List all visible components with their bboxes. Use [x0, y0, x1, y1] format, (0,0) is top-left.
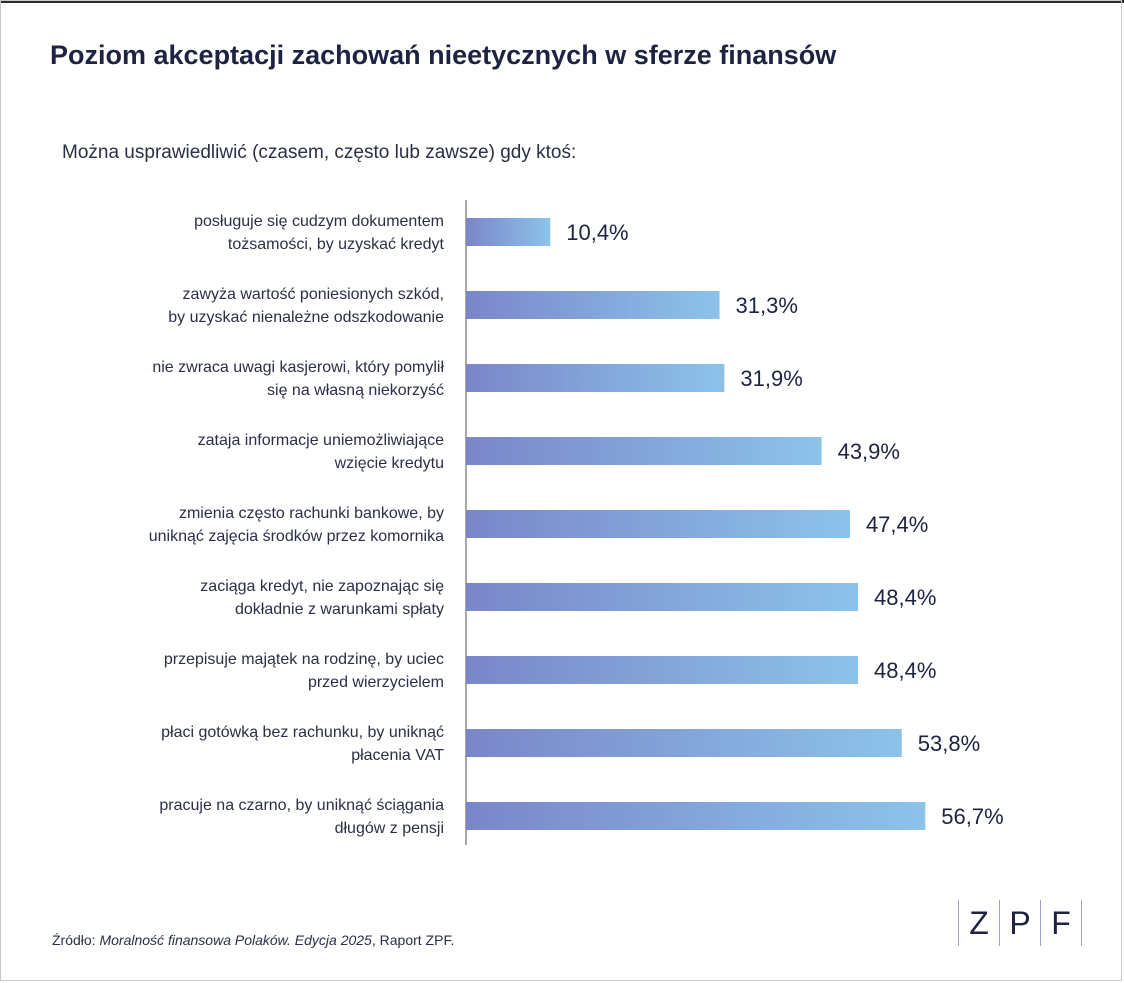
source-prefix: Źródło: [52, 932, 100, 948]
bar-2 [466, 291, 720, 319]
category-label-5-line-2: uniknąć zajęcia środków przez komornika [149, 528, 444, 545]
value-label-8: 53,8% [918, 731, 980, 756]
bar-chart: 10,4% posługuje się cudzym dokumentem tożs… [149, 200, 1004, 845]
logo-separator [999, 900, 1000, 946]
value-label-9: 56,7% [941, 804, 1003, 829]
bar-5 [466, 510, 850, 538]
value-label-5: 47,4% [866, 512, 928, 537]
logo-letter-p: P [1009, 904, 1031, 941]
bar-8 [466, 729, 902, 757]
bar-7 [466, 656, 859, 684]
zpf-logo: Z P F [958, 900, 1082, 946]
category-label-8-line-2: płacenia VAT [351, 747, 444, 764]
value-label-2: 31,3% [736, 293, 798, 318]
bar-4 [466, 437, 822, 465]
source-note: Źródło: Moralność finansowa Polaków. Edy… [52, 932, 454, 948]
category-label-1-line-1: posługuje się cudzym dokumentem [194, 213, 444, 230]
bar-1 [466, 218, 551, 246]
frame-top-border [0, 0, 1124, 3]
category-label-7-line-1: przepisuje majątek na rodzinę, by uciec [164, 651, 444, 668]
category-label-5-line-1: zmienia często rachunki bankowe, by [179, 505, 444, 522]
value-label-7: 48,4% [874, 658, 936, 683]
category-label-4-line-2: wzięcie kredytu [334, 455, 444, 472]
chart-title: Poziom akceptacji zachowań nieetycznych … [50, 40, 837, 70]
category-label-3-line-1: nie zwraca uwagi kasjerowi, który pomyli… [152, 359, 444, 376]
bar-9 [466, 802, 926, 830]
logo-separator [1081, 900, 1082, 946]
category-label-9-line-2: długów z pensji [335, 820, 444, 837]
category-label-6-line-1: zaciąga kredyt, nie zapoznając się [200, 578, 444, 595]
category-label-7-line-2: przed wierzycielem [308, 674, 444, 691]
category-label-4-line-1: zataja informacje uniemożliwiające [198, 432, 444, 449]
category-label-9-line-1: pracuje na czarno, by uniknąć ściągania [159, 797, 444, 814]
logo-separator [1040, 900, 1041, 946]
bar-6 [466, 583, 859, 611]
value-label-1: 10,4% [566, 220, 628, 245]
logo-letter-z: Z [969, 904, 989, 941]
category-label-6-line-2: dokładnie z warunkami spłaty [235, 601, 444, 618]
logo-letter-f: F [1051, 904, 1071, 941]
source-suffix: , Raport ZPF. [371, 932, 455, 948]
category-label-3-line-2: się na własną niekorzyść [267, 382, 444, 399]
category-label-1-line-2: tożsamości, by uzyskać kredyt [228, 236, 445, 253]
logo-separator [958, 900, 959, 946]
value-label-6: 48,4% [874, 585, 936, 610]
bar-3 [466, 364, 725, 392]
chart-subtitle: Można usprawiedliwić (czasem, często lub… [62, 142, 577, 163]
source-title: Moralność finansowa Polaków. Edycja 2025 [99, 932, 372, 948]
value-label-3: 31,9% [740, 366, 802, 391]
category-label-2-line-2: by uzyskać nienależne odszkodowanie [168, 309, 444, 326]
category-label-2-line-1: zawyża wartość poniesionych szkód, [183, 286, 444, 303]
value-label-4: 43,9% [838, 439, 900, 464]
category-label-8-line-1: płaci gotówką bez rachunku, by uniknąć [161, 724, 444, 741]
